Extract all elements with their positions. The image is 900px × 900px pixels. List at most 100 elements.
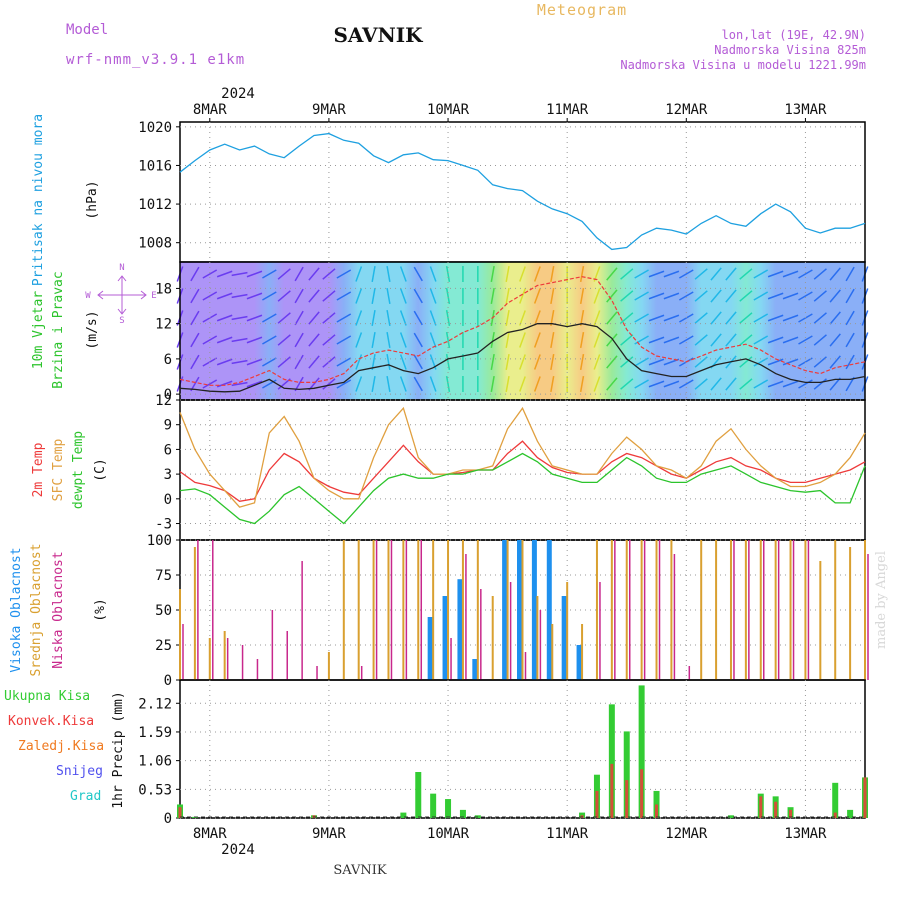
y-tick-label: 0.53 — [138, 782, 172, 798]
wind-ylabel-2: Brzina i Pravac — [51, 271, 66, 388]
cloud-bar — [804, 540, 807, 680]
precip-bar — [655, 804, 659, 818]
y-tick-label: 25 — [155, 638, 172, 654]
wind-arrow — [336, 269, 352, 279]
cloud-bar — [566, 582, 569, 680]
wind-arrow — [767, 292, 784, 300]
top-day-label: 8MAR — [193, 102, 227, 118]
wind-arrow — [533, 376, 541, 392]
precip-bar — [459, 809, 466, 818]
cloud-bar — [539, 610, 542, 680]
wind-arrow — [216, 314, 233, 322]
wind-arrow — [322, 290, 336, 302]
wind-arrow — [606, 355, 618, 369]
temp-unit: (C) — [93, 458, 108, 481]
wind-arrow — [371, 375, 376, 393]
precip-bar — [789, 809, 793, 818]
wind-arrow — [355, 354, 363, 370]
wind-arrow — [829, 267, 841, 281]
watermark: made by Angel — [874, 551, 889, 649]
wind-arrow — [336, 291, 352, 301]
wind-arrow — [533, 288, 541, 304]
cloud-bar — [226, 638, 229, 680]
cloud-bar — [658, 540, 661, 680]
wind-arrow — [190, 266, 200, 282]
lonlat-label: lon,lat (19E, 42.9N) — [722, 28, 867, 42]
precip-bar — [445, 799, 452, 818]
wind-arrow — [829, 289, 841, 303]
wind-arrow — [679, 335, 694, 345]
wind-arrow — [648, 358, 665, 366]
cloud-bar — [457, 579, 463, 680]
cloud-bar — [360, 666, 363, 680]
wind-arrow — [262, 313, 277, 323]
wind-arrow — [620, 378, 634, 390]
top-day-labels: 8MAR 9MAR 10MAR 11MAR 12MAR 13MAR — [193, 102, 827, 122]
wind-arrow — [829, 355, 841, 369]
wind-arrow — [277, 378, 291, 390]
precip-bar — [847, 809, 854, 818]
compass-east: E — [151, 291, 156, 301]
wind-arrow — [798, 291, 813, 301]
cloud-bar — [729, 540, 732, 680]
bottom-day-label: 8MAR — [193, 826, 227, 842]
precip-bar — [415, 772, 422, 818]
wind-arrow — [429, 332, 437, 348]
y-tick-label: 1.06 — [138, 754, 172, 770]
wind-speed-field — [180, 262, 865, 400]
wind-arrow — [445, 331, 451, 349]
wind-arrow — [606, 289, 618, 303]
wind-arrow — [399, 354, 407, 370]
wind-arrow — [782, 358, 799, 366]
wind-arrow — [246, 358, 263, 366]
wind-arrow — [355, 332, 363, 348]
cloud-bar — [521, 540, 524, 680]
wind-arrow — [663, 336, 680, 344]
wind-arrow — [550, 265, 555, 283]
wind-arrow — [829, 333, 841, 347]
wind-arrow — [648, 380, 665, 388]
wind-arrow — [519, 332, 526, 348]
cloud-bar — [777, 540, 780, 680]
cloud-bar — [807, 540, 810, 680]
y-tick-label: 12 — [155, 317, 172, 333]
y-tick-label: 100 — [147, 533, 172, 549]
precip-bar — [430, 793, 437, 818]
cloud-bar — [524, 652, 527, 680]
wind-arrow — [739, 378, 753, 390]
wind-arrow — [593, 332, 601, 348]
wind-arrow — [845, 266, 855, 282]
wind-arrow — [322, 378, 336, 390]
wind-arrow — [262, 357, 277, 367]
cloud-bar — [864, 540, 866, 680]
temp-ylabel-3: dewpt Temp — [71, 431, 86, 509]
wind-arrow — [490, 287, 495, 305]
wind-arrow — [782, 336, 799, 344]
wind-arrow — [505, 287, 510, 305]
wind-arrow — [429, 376, 437, 392]
y-tick-label: 0 — [164, 387, 172, 403]
cloud-bar — [536, 596, 539, 680]
wind-arrow — [725, 267, 737, 281]
wind-arrow — [519, 310, 526, 326]
series-line — [179, 406, 866, 508]
cloud-bar — [640, 540, 643, 680]
cloud-bar — [241, 645, 244, 680]
cloud-bar — [599, 582, 601, 680]
wind-arrow — [679, 269, 694, 279]
wind-arrow — [782, 270, 799, 278]
product-title: Meteogram — [537, 1, 627, 19]
wind-arrow — [767, 270, 784, 278]
precip-bar — [832, 782, 839, 818]
wind-arrow — [231, 271, 248, 277]
wind-arrow — [739, 290, 753, 302]
wind-arrow — [399, 376, 407, 392]
wind-arrow — [490, 265, 495, 283]
wind-arrow — [829, 311, 841, 325]
cloud-panel: 0 25 50 75 100 — [147, 533, 869, 689]
wind-arrow — [336, 357, 352, 367]
cloud-bar — [628, 540, 631, 680]
wind-arrow — [767, 358, 784, 366]
wind-arrow — [648, 292, 665, 300]
cloud-bar — [357, 540, 360, 680]
